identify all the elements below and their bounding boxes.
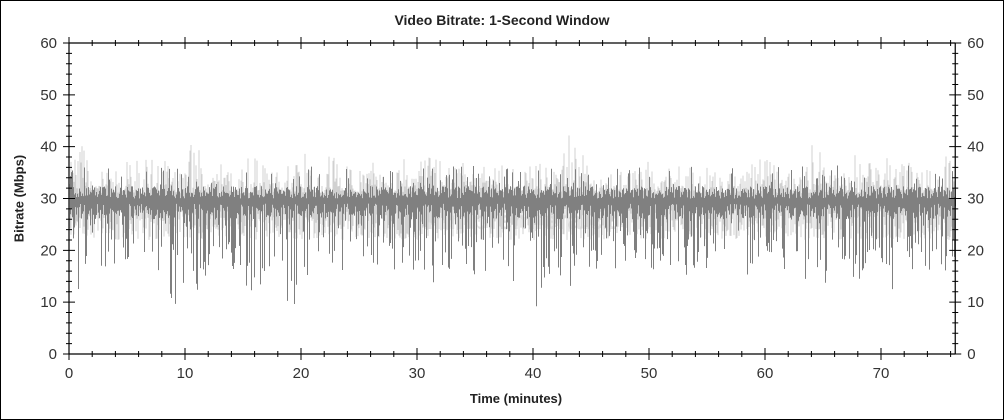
y-tick-label-right: 40 xyxy=(967,139,984,156)
y-tick-label-right: 10 xyxy=(967,294,984,311)
y-tick-label-right: 50 xyxy=(967,87,984,104)
y-tick-label-right: 20 xyxy=(967,242,984,259)
y-tick-label-left: 10 xyxy=(40,294,57,311)
y-tick-label-left: 20 xyxy=(40,242,57,259)
y-tick-label-right: 60 xyxy=(967,35,984,52)
chart-title: Video Bitrate: 1-Second Window xyxy=(394,12,610,28)
axes-frame xyxy=(68,42,956,355)
x-axis-label: Time (minutes) xyxy=(469,391,563,406)
x-tick-label: 70 xyxy=(873,365,890,382)
x-tick-label: 10 xyxy=(177,365,194,382)
x-tick-label: 40 xyxy=(525,365,542,382)
x-tick-label: 20 xyxy=(293,365,310,382)
axis-ticks xyxy=(63,37,962,360)
x-tick-label: 50 xyxy=(641,365,658,382)
x-tick-label: 30 xyxy=(409,365,426,382)
y-tick-label-left: 30 xyxy=(40,191,57,208)
y-tick-label-left: 50 xyxy=(40,87,57,104)
bitrate-series-line xyxy=(70,165,956,307)
y-tick-label-left: 60 xyxy=(40,35,57,52)
y-tick-label-left: 0 xyxy=(49,346,57,363)
x-tick-label: 0 xyxy=(65,365,73,382)
x-tick-label: 60 xyxy=(757,365,774,382)
y-tick-label-right: 30 xyxy=(967,191,984,208)
y-tick-label-right: 0 xyxy=(967,346,975,363)
y-tick-label-left: 40 xyxy=(40,139,57,156)
